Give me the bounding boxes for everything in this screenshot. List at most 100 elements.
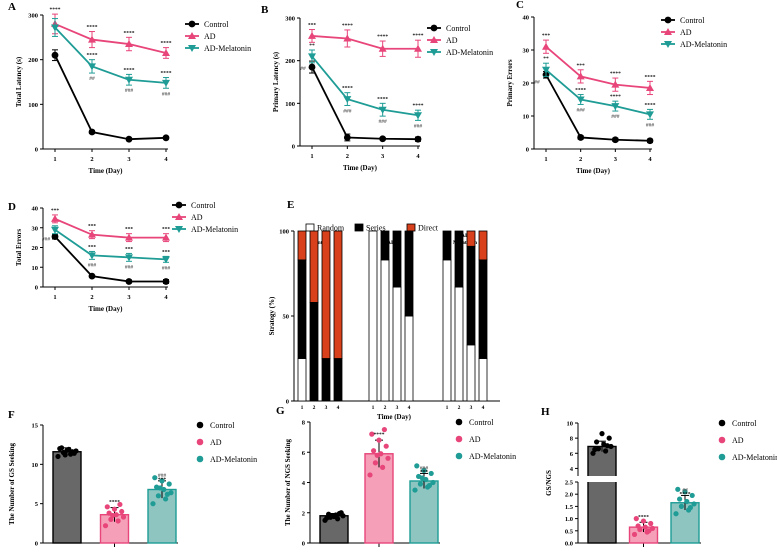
panel-b-legend-marker	[430, 49, 438, 56]
panel-e-bar-random	[454, 286, 464, 402]
panel-g-legend-marker	[455, 435, 463, 443]
panel-g-legend-ad: AD	[469, 435, 481, 444]
panel-d-x-tick-label: 4	[164, 294, 168, 301]
panel-a-sig2-label: ###	[162, 91, 171, 97]
panel-a-series-control-point	[162, 134, 170, 142]
panel-d-series-ad-point	[51, 214, 59, 222]
panel-f-legend-ad: AD	[210, 438, 222, 447]
panel-h-point-mel	[678, 503, 685, 509]
panel-f-point-mel	[155, 493, 161, 499]
panel-h-y-tick-label: 10	[567, 421, 574, 428]
panel-d-series-ad-line	[54, 218, 166, 239]
panel-g-legend-mel: AD-Melatonin	[469, 452, 516, 461]
panel-c-series-mel-point	[611, 103, 620, 111]
panel-c-series-control-point	[611, 136, 619, 144]
panel-a-series-mel-point	[162, 79, 170, 87]
panel-b-sig2-label: ###	[414, 123, 423, 129]
panel-f-point-control	[57, 446, 63, 452]
panel-g-point-mel	[428, 470, 434, 477]
panel-a-series-mel-line	[54, 26, 167, 84]
panel-d-y-tick-label: 20	[32, 245, 39, 252]
panel-b-x-tick-label: 4	[416, 153, 420, 160]
panel-e-bar-direct	[309, 230, 319, 303]
panel-a-legend-marker	[188, 32, 196, 39]
panel-d-sig-label: ***	[88, 224, 97, 230]
panel-b-sig-label: ****	[342, 86, 353, 92]
panel-a-y-tick-label: 0	[35, 147, 38, 154]
panel-f-label: F	[8, 409, 15, 421]
panel-e-bar-series	[466, 245, 476, 346]
panel-a-legend-ad: AD	[204, 32, 216, 41]
panel-f-point-ad	[108, 516, 114, 523]
panel-d-series-ad-point	[162, 233, 170, 241]
panel-d-series-mel-point	[162, 256, 170, 264]
panel-g-y-tick-label: 6	[302, 450, 306, 457]
panel-e-x-axis-label: Time (Day)	[377, 413, 412, 421]
panel-f-sig-label: ***	[158, 477, 167, 483]
panel-g-bar-ad	[364, 453, 394, 544]
panel-g-sig-label: ***	[420, 469, 429, 475]
panel-e-group-label: Melatonin	[453, 240, 477, 246]
panel-d-y-tick-label: 30	[32, 225, 39, 232]
panel-g-point-control	[324, 515, 330, 521]
panel-d-x-tick-label: 3	[127, 294, 131, 301]
panel-e-day-label: 2	[458, 405, 461, 411]
panel-e-day-label: 3	[470, 405, 473, 411]
panel-f-point-mel	[152, 475, 158, 481]
panel-h-point-mel	[675, 486, 681, 492]
panel-e-bar-series	[321, 358, 331, 402]
panel-h-y-tick-label: 0.0	[565, 541, 573, 548]
panel-c-legend-control: Control	[680, 16, 705, 25]
panel-b-sig-label: ****	[377, 34, 388, 40]
panel-c-sig-label: **	[543, 56, 549, 62]
panel-g-y-tick-label: 2	[302, 510, 305, 517]
panel-b-y-axis-label: Primary Latency (s)	[272, 51, 280, 112]
panel-d-series-mel-point	[88, 252, 96, 260]
panel-h-y-tick-label: 6	[570, 451, 574, 458]
panel-a-series-control-point	[88, 128, 96, 136]
panel-h-point-mel	[684, 498, 690, 505]
panel-h-legend-mel: AD-Melatonin	[732, 453, 777, 462]
panel-e-bar-series	[380, 230, 390, 261]
panel-e-day-label: 4	[408, 405, 411, 411]
panel-d-sig2-label: ###	[125, 264, 134, 270]
panel-a-series-control-point	[125, 135, 133, 143]
panel-h-y-tick-label: 0.5	[565, 528, 574, 535]
panel-f-legend-mel: AD-Melatonin	[210, 455, 257, 464]
panel-f-point-ad	[104, 504, 110, 510]
panel-e-day-label: 1	[372, 405, 375, 411]
panel-f-legend-marker	[196, 421, 204, 429]
panel-g-point-ad	[381, 426, 387, 433]
panel-e-day-label: 4	[337, 405, 340, 411]
panel-f-point-ad	[110, 512, 116, 519]
panel-h-point-ad	[646, 528, 652, 534]
panel-c-series-ad-point	[611, 80, 620, 88]
panel-c-legend-mel: AD-Melatonin	[680, 40, 727, 49]
panel-c-y-tick-label: 10	[523, 114, 530, 121]
panel-c-series-ad-point	[542, 42, 550, 50]
panel-c-sig-label: ***	[542, 33, 551, 39]
panel-e-bar-series	[333, 358, 343, 402]
panel-g-legend-marker	[455, 418, 463, 426]
panel-b-y-tick-label: 100	[285, 101, 295, 108]
panel-g-point-ad	[376, 437, 382, 443]
panel-a-x-axis-label: Time (Day)	[89, 167, 124, 175]
panel-h-y-tick-label: 4	[570, 466, 574, 473]
panel-c-sig-label: ****	[610, 71, 621, 77]
panel-e-bar-series	[297, 259, 307, 359]
panel-h-legend-ad: AD	[732, 436, 744, 445]
panel-b-series-mel-point	[343, 96, 352, 104]
panel-g-point-mel	[430, 479, 436, 486]
panel-g-point-control	[329, 513, 335, 519]
panel-e-group-label: AD	[461, 233, 469, 239]
panel-b-y-tick-label: 0	[292, 144, 295, 151]
panel-f-point-control	[55, 453, 61, 460]
panel-d-sig-label: ***	[162, 249, 171, 255]
panel-e-bar-series	[442, 230, 452, 261]
panel-e-bar-series	[454, 230, 464, 288]
panel-d-series-ad-point	[125, 233, 133, 241]
panel-c-series-ad-line	[545, 46, 651, 89]
panel-e-bar-random	[392, 286, 402, 402]
panel-b-sig2-label: ###	[379, 119, 388, 125]
panel-e-legend-swatch	[406, 223, 416, 232]
